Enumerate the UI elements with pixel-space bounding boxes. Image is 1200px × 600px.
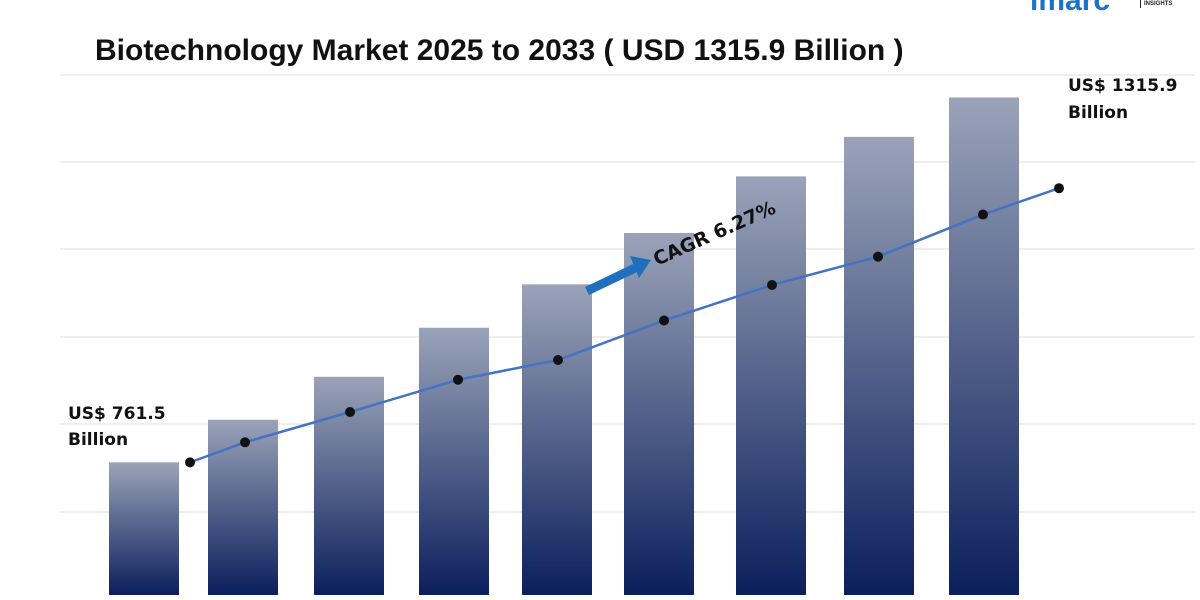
- bar: [522, 284, 592, 595]
- trend-point: [345, 407, 355, 418]
- trend-point: [873, 251, 883, 262]
- logo-sub: INSIGHTS: [1144, 1, 1172, 7]
- trend-point: [240, 437, 250, 448]
- bar: [419, 327, 489, 595]
- trend-point: [453, 374, 463, 385]
- chart-title: Biotechnology Market 2025 to 2033 ( USD …: [95, 34, 904, 67]
- bar: [844, 136, 914, 595]
- bar: [736, 176, 806, 595]
- bar: [109, 462, 179, 595]
- brand-logo: imarc INSIGHTS: [1030, 0, 1172, 17]
- cagr-arrow-icon: [585, 256, 651, 296]
- logo-text: imarc: [1030, 0, 1110, 17]
- trend-point: [978, 209, 988, 220]
- end-value-label: US$ 1315.9: [1068, 76, 1177, 96]
- trend-point: [1054, 183, 1064, 194]
- bars: [109, 97, 1019, 596]
- bar: [624, 232, 694, 596]
- logo-divider: [1140, 0, 1141, 8]
- trend-point: [659, 315, 669, 326]
- trend-point: [185, 457, 195, 468]
- start-unit-label: Billion: [68, 430, 128, 450]
- bar: [208, 419, 278, 595]
- trend-point: [553, 355, 563, 366]
- trend-line: [185, 183, 1064, 468]
- bar: [949, 97, 1019, 596]
- cagr-arrow-shaft: [585, 263, 637, 296]
- end-unit-label: Billion: [1068, 103, 1128, 123]
- trend-line-path: [189, 187, 1060, 464]
- cagr-arrow-head: [630, 256, 651, 278]
- start-value-label: US$ 761.5: [68, 404, 166, 424]
- trend-point: [767, 279, 777, 290]
